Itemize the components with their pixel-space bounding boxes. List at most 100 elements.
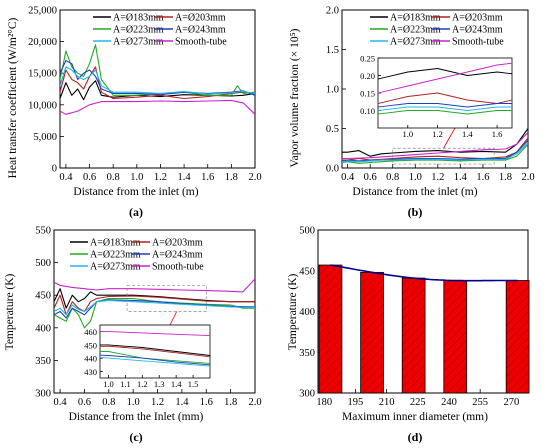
b-xtick-label: 2.0 <box>521 172 534 183</box>
c-inset-series-group <box>100 331 210 367</box>
c-ylabel: Temperature (K) <box>4 273 16 350</box>
b-line-A243 <box>342 139 528 162</box>
b-inset-line-A223 <box>378 110 512 115</box>
a-legend-label-A273: A=Ø273mm <box>113 37 164 48</box>
d-xtick-label: 195 <box>348 397 364 408</box>
d-fit-curve <box>330 264 518 282</box>
b-legend-label-A273: A=Ø273mm <box>390 37 441 48</box>
c-ytick-label: 400 <box>35 323 51 334</box>
a-series-group <box>60 44 255 115</box>
d-ylabel: Temperature (K) <box>287 273 299 350</box>
b-inset-xtick-label: 1.2 <box>432 129 443 139</box>
b-inset-ytick-label: 0.20 <box>360 71 375 81</box>
c-inset-frame <box>99 324 211 379</box>
c-inset-ytick-label: 440 <box>84 354 97 364</box>
b-legend-label-A203: A=Ø203mm <box>452 13 503 24</box>
b-line-A223 <box>342 143 528 164</box>
a-line-A183 <box>60 80 255 101</box>
panel-label-b: (b) <box>408 205 423 219</box>
c-inset-xtick-label: 1.0 <box>103 379 114 389</box>
b-inset-xtick-label: 1.4 <box>462 129 473 139</box>
d-xtick-label: 225 <box>410 397 426 408</box>
c-xtick-label: 2.0 <box>248 397 261 408</box>
c-inset-ytick-label: 460 <box>84 327 97 337</box>
a-ytick-label: 20,000 <box>28 37 57 48</box>
a-xlabel: Distance from the inlet (m) <box>73 186 198 198</box>
c-inset-line-A273 <box>100 356 210 367</box>
b-ytick-label: 0.5 <box>326 124 339 135</box>
c-xtick-label: 0.6 <box>78 397 91 408</box>
d-bar-203 <box>360 271 384 394</box>
c-ytick-label: 500 <box>35 258 51 269</box>
a-xtick-label: 1.0 <box>130 172 143 183</box>
b-inset-xtick-label: 1.6 <box>492 129 503 139</box>
a-frame <box>59 9 256 169</box>
b-xtick-label: 1.8 <box>499 172 512 183</box>
b-zoom-region <box>392 147 495 165</box>
b-zoom-arrow <box>443 127 456 149</box>
b-inset-line-A203 <box>378 92 512 104</box>
b-xtick-label: 0.6 <box>364 172 377 183</box>
panel-label-a: (a) <box>129 205 143 219</box>
c-legend-label-A273: A=Ø273mm <box>90 262 141 273</box>
c-line-A273 <box>54 299 255 316</box>
d-xtick-label: 255 <box>472 397 488 408</box>
c-inset-xtick-label: 1.1 <box>120 379 131 389</box>
c-inset-line-A203 <box>100 345 210 358</box>
d-bar-273 <box>505 280 530 394</box>
b-xlabel: Distance from the inlet (m) <box>352 186 477 198</box>
b-ytick-label: 1.0 <box>326 85 339 96</box>
b-inset-xtick-label: 1.0 <box>402 129 413 139</box>
c-xtick-label: 1.2 <box>151 397 164 408</box>
b-ytick-label: 2.0 <box>326 6 339 17</box>
c-legend-label-A223: A=Ø223mm <box>90 250 141 261</box>
c-legend-label-A243: A=Ø243mm <box>152 250 203 261</box>
b-ytick-label: 1.5 <box>326 45 339 56</box>
a-xtick-label: 0.6 <box>83 172 96 183</box>
d-ytick-label: 450 <box>299 266 315 277</box>
a-xtick-label: 0.4 <box>59 172 73 183</box>
d-ytick-label: 300 <box>299 389 315 400</box>
b-legend-label-A223: A=Ø223mm <box>390 25 441 36</box>
c-zoom-region <box>126 285 207 312</box>
c-inset-xtick-label: 1.4 <box>171 379 182 389</box>
c-inset-line-A243 <box>100 354 210 366</box>
c-series-group <box>54 278 255 329</box>
panel-label-c: (c) <box>129 430 142 444</box>
c-line-A223 <box>54 297 255 329</box>
a-legend-label-A243: A=Ø243mm <box>175 25 226 36</box>
d-xtick-label: 270 <box>503 397 519 408</box>
a-xtick-label: 1.6 <box>201 172 214 183</box>
c-xlabel: Distance from the Inlet (mm) <box>69 411 204 423</box>
d-xtick-label: 180 <box>316 397 332 408</box>
b-inset-line-A243 <box>378 103 512 108</box>
b-line-A273 <box>342 142 528 163</box>
c-ytick-label: 550 <box>35 226 51 237</box>
d-ytick-label: 350 <box>299 348 315 359</box>
b-legend-label-smooth: Smooth-tube <box>452 37 504 48</box>
c-ytick-label: 350 <box>35 356 51 367</box>
c-inset-line-A183 <box>100 344 210 356</box>
c-ytick-label: 300 <box>35 389 51 400</box>
c-line-A183 <box>54 288 255 309</box>
b-xtick-label: 0.8 <box>386 172 399 183</box>
chart-layer: 0.4 0.6 0.8 1.0 1.2 1.4 1.6 1.8 2.0 0 5,000 10,000 1… <box>28 6 534 409</box>
c-ytick-label: 450 <box>35 291 51 302</box>
b-line-smooth <box>342 132 528 160</box>
a-xtick-label: 1.4 <box>178 172 192 183</box>
c-inset-xtick-label: 1.5 <box>188 379 199 389</box>
b-xtick-label: 1.0 <box>409 172 422 183</box>
d-xtick-label: 240 <box>441 397 457 408</box>
c-inset-xtick-label: 1.3 <box>154 379 165 389</box>
d-bar-243 <box>443 280 468 394</box>
d-xlabel: Maximum inner diameter (mm) <box>342 411 488 423</box>
a-legend-label-A223: A=Ø223mm <box>113 25 164 36</box>
b-inset-series-group <box>378 62 512 115</box>
c-line-smooth <box>54 278 255 293</box>
c-xtick-label: 0.8 <box>102 397 115 408</box>
c-xtick-label: 1.0 <box>127 397 140 408</box>
c-xtick-label: 1.6 <box>200 397 213 408</box>
c-inset-line-smooth <box>100 331 210 337</box>
c-inset-xtick-label: 1.2 <box>137 379 148 389</box>
